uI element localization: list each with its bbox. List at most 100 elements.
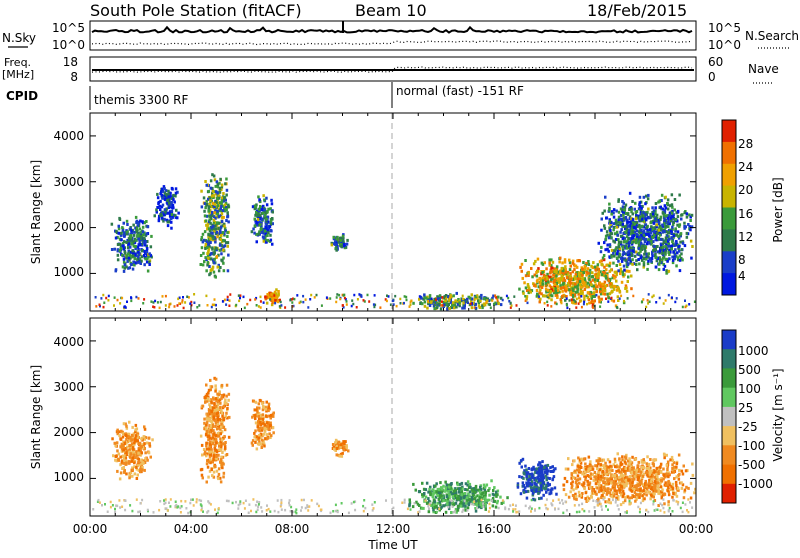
velocity-cell (547, 464, 550, 467)
power-cell (256, 240, 259, 243)
power-cell (177, 212, 180, 215)
power-ground-cell (583, 297, 585, 300)
power-ground-cell (183, 307, 185, 310)
velocity-cell (132, 448, 135, 451)
power-ground-cell (196, 306, 198, 309)
power-cell (569, 268, 572, 271)
power-cell (167, 224, 170, 227)
power-cell (205, 243, 208, 246)
power-cell (216, 210, 219, 213)
power-cell (600, 250, 603, 253)
velocity-cell (447, 490, 450, 493)
velocity-cell (538, 487, 541, 490)
power-cell (559, 281, 562, 284)
velocity-cell (486, 484, 489, 487)
velocity-cell (270, 417, 273, 420)
velocity-cell (215, 438, 218, 441)
velocity-cell (137, 442, 140, 445)
power-cell (262, 235, 265, 238)
power-cell (643, 257, 646, 260)
power-cell (661, 194, 664, 197)
velocity-cell (215, 442, 218, 445)
power-cell (612, 252, 615, 255)
power-ground-cell (474, 299, 476, 302)
velocity-cell (143, 435, 146, 438)
power-cb-tick-20: 20 (738, 183, 753, 197)
velocity-cell (137, 474, 140, 477)
power-ground-cell (165, 304, 167, 307)
power-cell (256, 221, 259, 224)
power-cell (585, 271, 588, 274)
power-cell (223, 225, 226, 228)
velocity-cell (225, 395, 228, 398)
power-cell (636, 221, 639, 224)
power-ground-cell (373, 303, 375, 306)
velocity-cell (208, 389, 211, 392)
power-cell (670, 220, 673, 223)
velocity-cell (649, 458, 652, 461)
power-cell (630, 275, 633, 278)
power-cb-tick-28: 28 (738, 137, 753, 151)
velocity-cell (678, 469, 681, 472)
power-ground-cell (616, 306, 618, 309)
velocity-cell (450, 511, 453, 514)
power-cell (627, 225, 630, 228)
power-cell (205, 219, 208, 222)
power-cell (144, 257, 147, 260)
velocity-cell (525, 475, 528, 478)
power-ground-cell (467, 302, 469, 305)
power-cell (136, 229, 139, 232)
power-cell (263, 208, 266, 211)
power-ground-cell (527, 302, 529, 305)
power-cell (536, 275, 539, 278)
power-cell (227, 220, 230, 223)
power-cell (640, 229, 643, 232)
velocity-cell (217, 416, 220, 419)
velocity-cell (119, 456, 122, 459)
velocity-cell (266, 401, 269, 404)
velocity-cell (448, 486, 451, 489)
power-cell (447, 303, 450, 306)
velocity-cell (544, 487, 547, 490)
velocity-cell (213, 471, 216, 474)
power-ground-cell (353, 294, 355, 297)
power-ground-cell (351, 299, 353, 302)
power-cell (609, 262, 612, 265)
velocity-cell (566, 480, 569, 483)
power-cell (220, 238, 223, 241)
power-ground-cell (627, 297, 629, 300)
power-cell (665, 236, 668, 239)
power-cb-tick-4: 4 (738, 269, 746, 283)
velocity-cell (138, 458, 141, 461)
power-cell (665, 214, 668, 217)
power-cell (569, 278, 572, 281)
power-cell (262, 194, 265, 197)
power-cell (263, 199, 266, 202)
power-cell (555, 290, 558, 293)
velocity-cell (267, 406, 270, 409)
power-cell (582, 280, 585, 283)
power-cell (480, 294, 483, 297)
power-cell (632, 249, 635, 252)
velocity-cell (216, 470, 219, 473)
power-cell (174, 195, 177, 198)
velocity-cell (129, 444, 132, 447)
power-cell (128, 243, 131, 246)
velocity-cell (223, 405, 226, 408)
power-ground-cell (363, 299, 365, 302)
power-cell (634, 255, 637, 258)
power-ground-cell (682, 306, 684, 309)
power-ground-cell (314, 296, 316, 299)
power-cell (638, 252, 641, 255)
velocity-cell (258, 437, 261, 440)
power-cell (135, 216, 138, 219)
power-cell (159, 200, 162, 203)
power-ground-cell (107, 299, 109, 302)
power-ground-cell (605, 298, 607, 301)
power-ground-cell (394, 295, 396, 298)
power-cell (569, 272, 572, 275)
power-cell (539, 277, 542, 280)
power-cell (423, 293, 426, 296)
power-cell (686, 216, 689, 219)
power-cell (617, 260, 620, 263)
